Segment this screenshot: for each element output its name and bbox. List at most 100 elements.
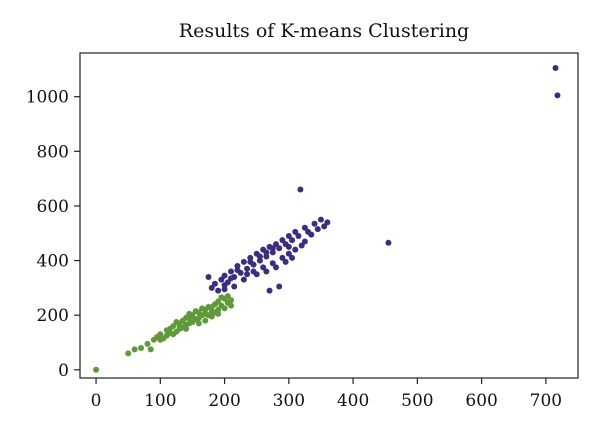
y-tick-label: 800 bbox=[37, 142, 69, 162]
data-point-cluster-2 bbox=[228, 297, 235, 304]
data-point-cluster-1 bbox=[215, 287, 222, 294]
data-point-cluster-1 bbox=[234, 267, 241, 274]
data-point-cluster-1 bbox=[311, 220, 318, 227]
data-point-cluster-1 bbox=[301, 238, 308, 245]
data-point-cluster-2 bbox=[131, 346, 138, 353]
data-point-cluster-2 bbox=[195, 320, 202, 327]
x-axis: 0 100 200 300 400 500 600 700 bbox=[91, 378, 562, 411]
data-point-cluster-2 bbox=[157, 336, 164, 343]
data-point-cluster-2 bbox=[186, 310, 193, 317]
data-point-cluster-1 bbox=[263, 249, 270, 256]
data-point-cluster-1 bbox=[253, 271, 260, 278]
data-point-cluster-1 bbox=[298, 242, 305, 249]
data-point-cluster-1 bbox=[221, 282, 228, 289]
data-point-cluster-2 bbox=[199, 305, 206, 312]
data-point-cluster-1 bbox=[289, 237, 296, 244]
data-point-cluster-1 bbox=[244, 265, 251, 272]
data-point-cluster-1 bbox=[231, 283, 238, 290]
data-point-cluster-2 bbox=[157, 331, 164, 338]
x-tick-label: 300 bbox=[273, 391, 305, 411]
data-point-cluster-1 bbox=[295, 232, 302, 239]
data-point-cluster-2 bbox=[224, 293, 231, 300]
plot-area-frame bbox=[79, 52, 579, 379]
data-point-cluster-2 bbox=[228, 302, 235, 309]
data-point-cluster-1 bbox=[317, 216, 324, 223]
x-tick-label: 500 bbox=[401, 391, 433, 411]
data-point-cluster-2 bbox=[183, 314, 190, 321]
data-point-cluster-1 bbox=[269, 245, 276, 252]
data-point-cluster-1 bbox=[276, 283, 283, 290]
y-tick-label: 1000 bbox=[26, 88, 69, 108]
data-point-cluster-1 bbox=[211, 280, 218, 287]
data-point-cluster-1 bbox=[266, 287, 273, 294]
data-point-cluster-2 bbox=[144, 340, 151, 347]
y-tick-label: 200 bbox=[37, 306, 69, 326]
data-point-cluster-1 bbox=[228, 275, 235, 282]
chart-title: Results of K-means Clustering bbox=[179, 20, 469, 42]
data-point-cluster-2 bbox=[221, 305, 228, 312]
data-point-cluster-1 bbox=[285, 243, 292, 250]
data-point-cluster-1 bbox=[228, 268, 235, 275]
x-tick-label: 600 bbox=[465, 391, 497, 411]
y-tick-label: 0 bbox=[58, 361, 69, 381]
data-point-cluster-1 bbox=[256, 253, 263, 260]
data-point-cluster-1 bbox=[208, 284, 215, 291]
data-point-cluster-1 bbox=[244, 271, 251, 278]
data-point-cluster-1 bbox=[240, 276, 247, 283]
data-point-cluster-1 bbox=[221, 272, 228, 279]
data-point-cluster-2 bbox=[192, 308, 199, 315]
data-point-cluster-1 bbox=[272, 241, 279, 248]
data-point-cluster-1 bbox=[285, 250, 292, 257]
data-point-cluster-2 bbox=[173, 319, 180, 326]
data-point-cluster-2 bbox=[147, 346, 154, 353]
data-point-cluster-1 bbox=[552, 65, 559, 72]
data-point-cluster-2 bbox=[166, 329, 173, 336]
data-point-cluster-1 bbox=[205, 273, 212, 280]
data-point-cluster-1 bbox=[289, 254, 296, 261]
data-point-cluster-1 bbox=[292, 246, 299, 253]
data-point-cluster-1 bbox=[292, 228, 299, 235]
y-tick-label: 600 bbox=[37, 197, 69, 217]
x-tick-label: 200 bbox=[208, 391, 240, 411]
data-point-cluster-1 bbox=[285, 232, 292, 239]
data-point-cluster-2 bbox=[138, 344, 145, 351]
data-point-cluster-2 bbox=[93, 366, 100, 373]
data-point-cluster-2 bbox=[195, 314, 202, 321]
data-point-cluster-1 bbox=[272, 264, 279, 271]
data-point-cluster-2 bbox=[125, 350, 132, 357]
data-point-cluster-1 bbox=[554, 92, 561, 99]
data-point-cluster-1 bbox=[279, 254, 286, 261]
x-tick-label: 100 bbox=[144, 391, 176, 411]
data-point-cluster-1 bbox=[385, 239, 392, 246]
data-point-cluster-1 bbox=[308, 231, 315, 238]
data-point-cluster-1 bbox=[263, 268, 270, 275]
y-axis: 0 200 400 600 800 1000 bbox=[26, 88, 80, 381]
data-point-cluster-2 bbox=[183, 325, 190, 332]
data-point-cluster-2 bbox=[208, 303, 215, 310]
data-point-cluster-2 bbox=[202, 317, 209, 324]
data-point-cluster-1 bbox=[279, 237, 286, 244]
data-point-cluster-1 bbox=[218, 276, 225, 283]
data-point-cluster-1 bbox=[269, 260, 276, 267]
data-point-cluster-1 bbox=[324, 219, 331, 226]
data-point-cluster-1 bbox=[240, 258, 247, 265]
data-point-cluster-1 bbox=[301, 224, 308, 231]
data-point-cluster-2 bbox=[215, 310, 222, 317]
data-point-cluster-1 bbox=[321, 223, 328, 230]
data-point-cluster-1 bbox=[282, 258, 289, 265]
data-points bbox=[93, 65, 561, 373]
data-point-cluster-2 bbox=[186, 320, 193, 327]
data-point-cluster-2 bbox=[176, 323, 183, 330]
data-point-cluster-1 bbox=[276, 245, 283, 252]
data-point-cluster-1 bbox=[260, 264, 267, 271]
x-tick-label: 0 bbox=[91, 391, 102, 411]
data-point-cluster-1 bbox=[314, 226, 321, 233]
x-tick-label: 400 bbox=[337, 391, 369, 411]
data-point-cluster-2 bbox=[170, 323, 177, 330]
data-point-cluster-1 bbox=[297, 186, 304, 193]
data-point-cluster-2 bbox=[215, 298, 222, 305]
data-point-cluster-2 bbox=[218, 294, 225, 301]
data-point-cluster-2 bbox=[208, 313, 215, 320]
data-point-cluster-1 bbox=[247, 258, 254, 265]
